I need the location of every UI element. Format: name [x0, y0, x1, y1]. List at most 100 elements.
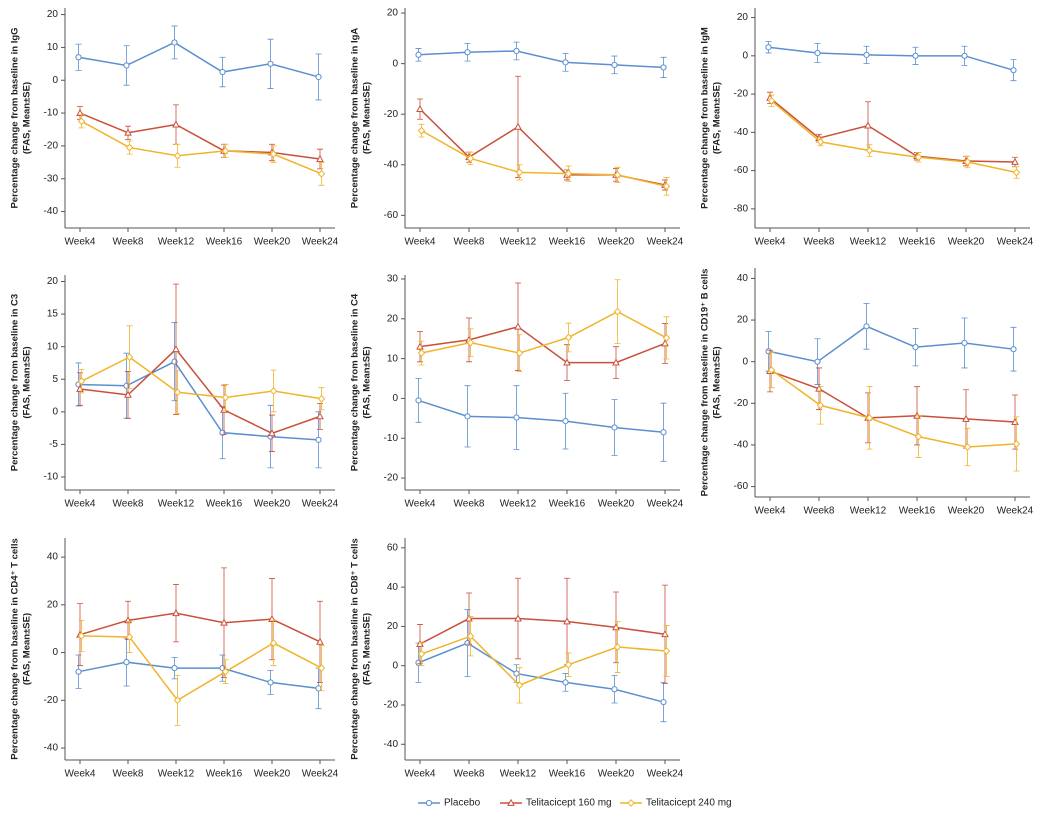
- panel: -60 -40 -20 0 20 Week4 Week8 Week12 Week16 Week20…: [350, 8, 684, 248]
- marker: [415, 51, 422, 58]
- marker: [172, 345, 180, 353]
- panel: -80 -60 -40 -20 0 20 Week4 Week8 Week12 Week16 Wee…: [700, 8, 1034, 248]
- marker: [466, 338, 475, 347]
- marker: [814, 358, 821, 365]
- x-tick-label: Week16: [899, 237, 936, 248]
- x-tick-label: Week8: [454, 769, 485, 780]
- x-tick-label: Week20: [948, 506, 985, 517]
- x-tick-label: Week12: [850, 237, 887, 248]
- marker: [660, 698, 667, 706]
- y-tick-label: -10: [384, 433, 399, 444]
- y-tick-label: -60: [734, 481, 749, 492]
- series-line: [78, 661, 319, 690]
- marker: [315, 73, 322, 81]
- x-tick-label: Week24: [647, 499, 684, 510]
- x-tick-label: Week16: [206, 237, 243, 248]
- series-line: [421, 129, 667, 188]
- series-line: [418, 50, 664, 69]
- x-tick-label: Week12: [850, 506, 887, 517]
- marker: [221, 146, 230, 155]
- marker: [564, 333, 573, 342]
- marker: [124, 128, 132, 136]
- series-line: [421, 310, 667, 354]
- legend-label: Telitacicept 160 mg: [526, 798, 612, 809]
- legend: Placebo Telitacicept 160 mg Telitacicept 2…: [418, 798, 732, 809]
- x-tick-label: Week20: [948, 237, 985, 248]
- marker: [563, 617, 571, 625]
- y-tick-label: 0: [742, 50, 748, 61]
- marker: [268, 429, 276, 437]
- y-axis-label: Percentage change from baseline in CD19⁺…: [700, 269, 711, 497]
- x-tick-label: Week8: [454, 237, 485, 248]
- panel: -20 -10 0 10 20 30 Week4 Week8 Week12 Week16 Week2…: [350, 274, 684, 510]
- series-line: [771, 369, 1017, 448]
- marker: [816, 401, 825, 410]
- y-tick-label: 0: [392, 393, 398, 404]
- marker: [220, 618, 228, 626]
- x-tick-label: Week16: [549, 237, 586, 248]
- panel: -40 -20 0 20 40 Week4 Week8 Week12 Week16 Week20 W…: [10, 538, 339, 780]
- x-tick-label: Week24: [302, 499, 339, 510]
- x-tick-label: Week12: [500, 237, 537, 248]
- y-axis-label: Percentage change from baseline in IgA: [350, 28, 361, 209]
- marker: [507, 798, 515, 806]
- marker: [912, 344, 919, 351]
- y-tick-label: 40: [737, 273, 749, 284]
- x-tick-label: Week12: [158, 769, 195, 780]
- series-line: [419, 325, 666, 364]
- marker: [514, 322, 522, 330]
- marker: [221, 393, 230, 402]
- marker: [317, 169, 326, 178]
- marker: [513, 47, 520, 55]
- marker: [613, 307, 622, 316]
- x-tick-label: Week20: [254, 769, 291, 780]
- x-tick-label: Week24: [647, 769, 684, 780]
- y-tick-label: 20: [737, 315, 749, 326]
- y-tick-label: -20: [734, 89, 749, 100]
- marker: [864, 121, 872, 129]
- y-tick-label: 10: [47, 341, 59, 352]
- marker: [627, 799, 635, 807]
- marker: [1010, 67, 1017, 74]
- marker: [863, 323, 870, 330]
- marker: [269, 387, 278, 395]
- marker: [173, 151, 182, 160]
- marker: [961, 339, 968, 347]
- marker: [464, 49, 471, 56]
- marker: [514, 122, 522, 130]
- x-tick-label: Week24: [997, 506, 1034, 517]
- x-tick-label: Week20: [598, 499, 635, 510]
- marker: [125, 143, 134, 152]
- marker: [662, 182, 671, 191]
- x-tick-label: Week4: [755, 506, 786, 517]
- marker: [125, 353, 134, 362]
- y-tick-label: 20: [387, 621, 399, 632]
- x-tick-label: Week4: [405, 769, 436, 780]
- y-axis-label: (FAS, Mean±SE): [362, 82, 373, 154]
- series-line: [79, 612, 321, 643]
- marker: [76, 108, 84, 116]
- y-tick-label: 40: [47, 552, 59, 563]
- y-tick-label: -20: [44, 695, 59, 706]
- marker: [816, 137, 825, 146]
- series-line: [418, 399, 664, 434]
- marker: [613, 643, 622, 651]
- marker: [963, 158, 972, 166]
- series-line: [769, 97, 1016, 163]
- marker: [912, 52, 919, 59]
- series-line: [768, 46, 1014, 71]
- marker: [317, 394, 326, 403]
- x-tick-label: Week24: [302, 769, 339, 780]
- y-tick-label: 20: [387, 313, 399, 324]
- marker: [123, 659, 130, 666]
- y-axis-label: (FAS, Mean±SE): [712, 82, 723, 154]
- marker: [564, 660, 573, 669]
- marker: [269, 639, 278, 647]
- y-tick-label: -40: [384, 739, 399, 750]
- x-tick-label: Week16: [549, 499, 586, 510]
- panel: -10 -5 0 5 10 15 20 Week4 Week8 Week12 Week16 Week2…: [10, 275, 339, 510]
- marker: [814, 49, 821, 57]
- y-tick-label: -80: [734, 204, 749, 215]
- marker: [513, 670, 520, 677]
- y-axis-label: (FAS, Mean±SE): [22, 346, 33, 418]
